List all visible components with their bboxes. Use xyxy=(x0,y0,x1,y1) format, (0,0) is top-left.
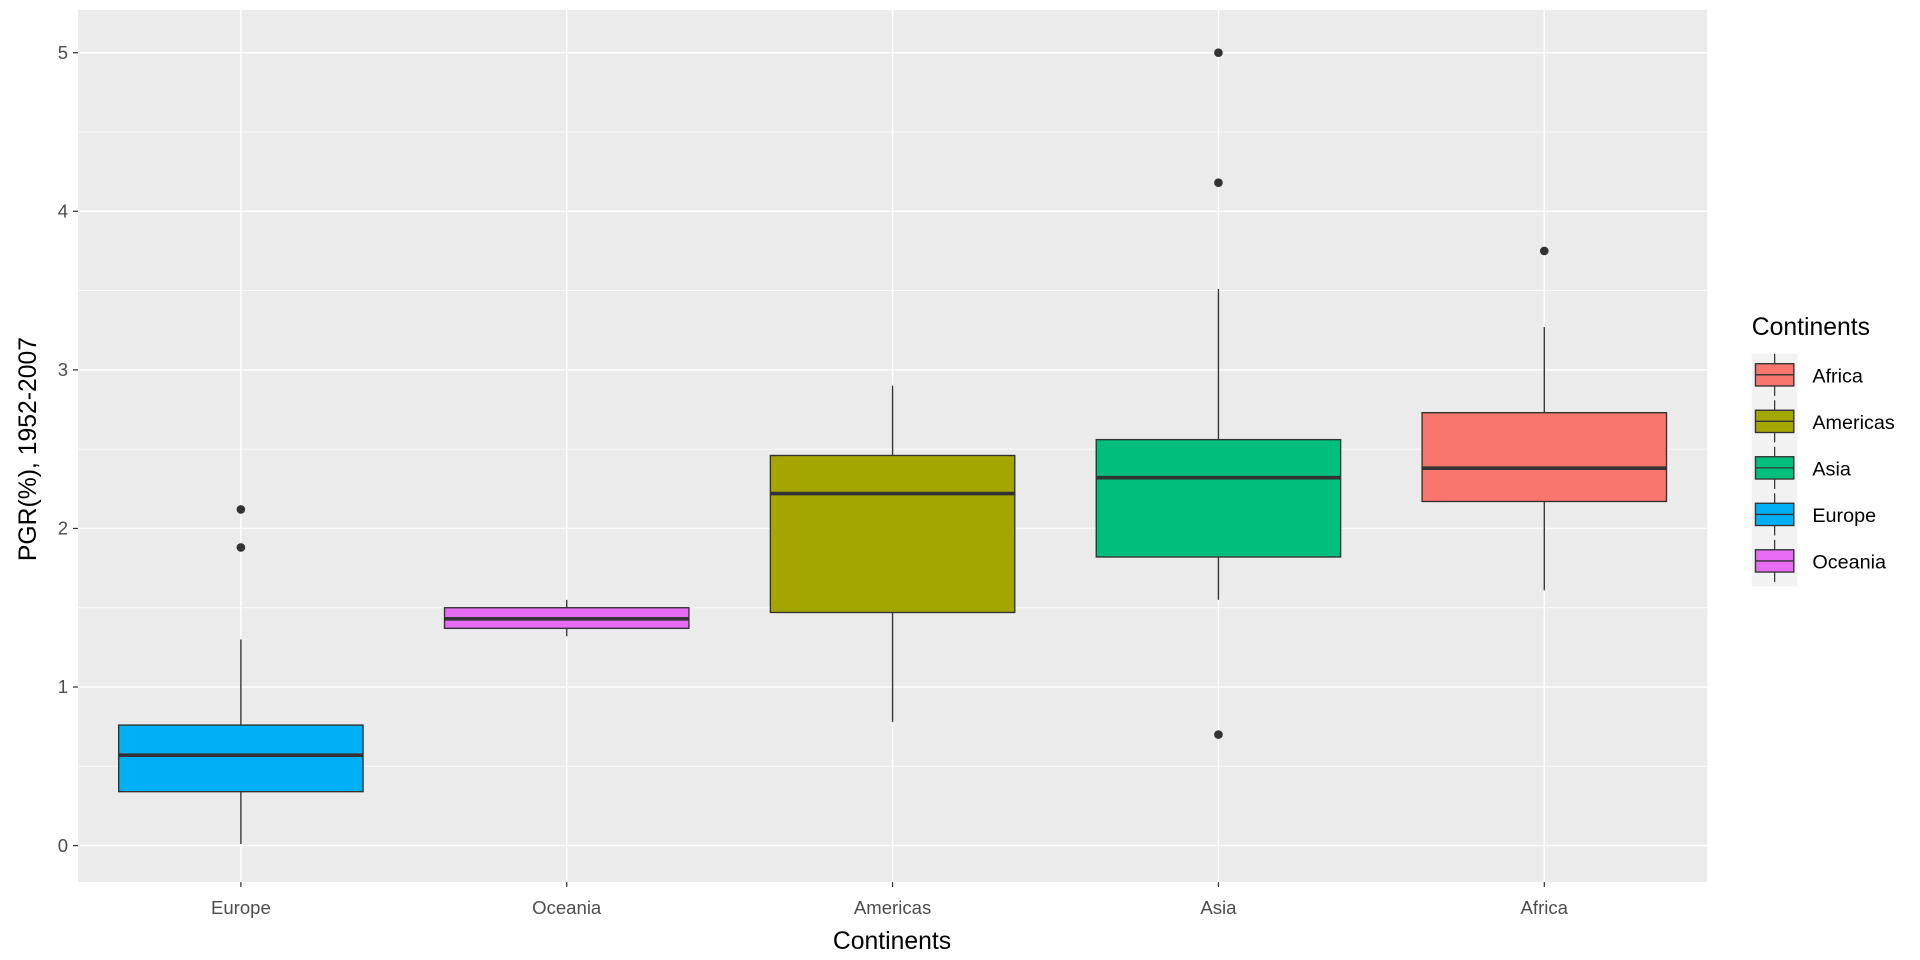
legend-label: Oceania xyxy=(1812,551,1886,573)
x-axis-title: Continents xyxy=(833,928,951,955)
y-tick-label: 3 xyxy=(58,359,68,380)
axes: 0 1 2 3 4 5 Europe Oceania Americas Asia Africa xyxy=(58,42,1569,918)
legend-item-europe: Europe xyxy=(1754,493,1876,536)
legend-label: Europe xyxy=(1812,505,1876,527)
box-iqr xyxy=(769,454,1016,614)
x-tick-label: Europe xyxy=(211,897,271,918)
x-tick-label: Americas xyxy=(854,897,931,918)
legend-label: Africa xyxy=(1812,365,1863,387)
legend-item-americas: Americas xyxy=(1754,400,1895,443)
x-tick-label: Africa xyxy=(1521,897,1569,918)
y-tick-label: 2 xyxy=(58,518,68,539)
outlier-point xyxy=(1539,246,1549,256)
legend: Continents Africa Americas Asia Europe Ocean… xyxy=(1751,314,1895,587)
y-tick-label: 5 xyxy=(58,42,68,63)
outlier-point xyxy=(1214,178,1223,188)
outlier-point xyxy=(236,543,246,552)
legend-title: Continents xyxy=(1752,314,1870,341)
legend-item-africa: Africa xyxy=(1754,353,1863,396)
legend-item-asia: Asia xyxy=(1754,446,1851,489)
box-americas xyxy=(769,385,1016,722)
box-asia xyxy=(1095,48,1342,739)
box-iqr xyxy=(117,724,364,793)
boxes xyxy=(117,48,1668,845)
y-tick-label: 1 xyxy=(58,676,68,697)
outlier-point xyxy=(1214,730,1223,739)
outlier-point xyxy=(1214,48,1223,58)
legend-item-oceania: Oceania xyxy=(1754,539,1886,582)
box-iqr xyxy=(1095,438,1342,558)
box-oceania xyxy=(443,599,690,637)
outlier-point xyxy=(236,505,246,514)
box-iqr xyxy=(1421,411,1668,503)
box-europe xyxy=(117,505,364,845)
y-axis-title: PGR(%), 1952-2007 xyxy=(15,337,42,561)
x-tick-label: Oceania xyxy=(532,897,602,918)
legend-label: Asia xyxy=(1812,458,1850,480)
y-tick-label: 4 xyxy=(58,200,68,221)
x-tick-label: Asia xyxy=(1200,897,1237,918)
y-tick-label: 0 xyxy=(58,835,68,856)
legend-label: Americas xyxy=(1812,412,1895,434)
box-africa xyxy=(1421,246,1668,591)
